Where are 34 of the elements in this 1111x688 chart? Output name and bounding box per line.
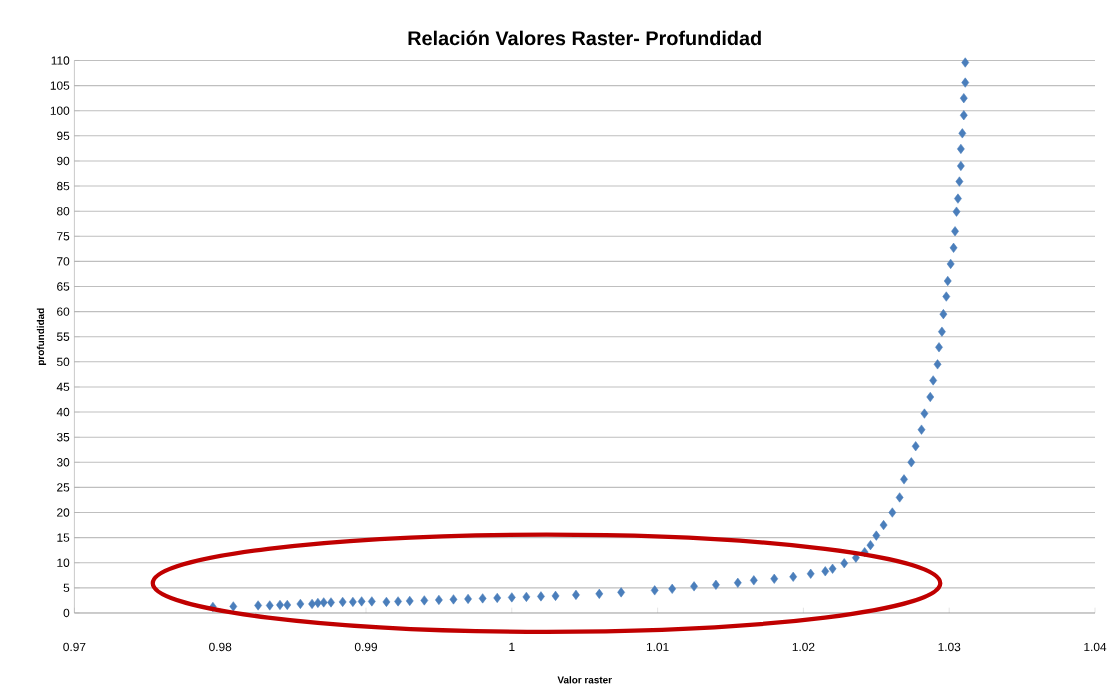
y-tick-label: 105 [50, 81, 70, 90]
y-tick-label: 25 [57, 483, 70, 492]
y-tick-label: 80 [57, 207, 70, 216]
y-tick-label: 90 [57, 156, 70, 166]
y-tick-label: 75 [57, 232, 70, 241]
y-tick-label: 35 [56, 433, 70, 442]
y-tick-label: 0 [63, 608, 70, 618]
y-tick-label: 55 [56, 332, 70, 341]
x-tick-label: 1.03 [938, 642, 961, 652]
y-tick-label: 65 [57, 282, 70, 291]
y-tick-label: 100 [50, 106, 70, 116]
y-tick-label: 95 [57, 131, 70, 141]
y-axis-title: profundidad [36, 308, 47, 366]
x-tick-label: 1.02 [792, 642, 815, 652]
y-tick-label: 60 [57, 307, 70, 316]
chart-title: Relación Valores Raster- Profundidad [408, 30, 761, 46]
x-tick-label: 1.04 [1084, 642, 1107, 652]
x-tick-label: 1 [509, 642, 515, 652]
x-tick-label: 0.99 [354, 642, 378, 652]
y-tick-label: 50 [56, 357, 70, 367]
y-tick-label: 15 [57, 533, 70, 542]
y-tick-label: 45 [56, 382, 70, 392]
y-tick-label: 5 [63, 583, 70, 593]
y-tick-label: 30 [56, 458, 70, 467]
x-tick-label: 0.98 [209, 642, 232, 652]
x-axis-title: Valor raster [557, 676, 612, 684]
x-tick-label: 0.97 [63, 642, 86, 652]
y-tick-label: 70 [57, 257, 70, 266]
y-tick-label: 85 [57, 181, 70, 191]
y-tick-label: 20 [57, 508, 70, 517]
y-tick-label: 10 [57, 558, 70, 568]
x-tick-label: 1.01 [646, 642, 669, 652]
y-tick-label: 40 [56, 407, 70, 417]
y-tick-label: 110 [51, 56, 70, 65]
